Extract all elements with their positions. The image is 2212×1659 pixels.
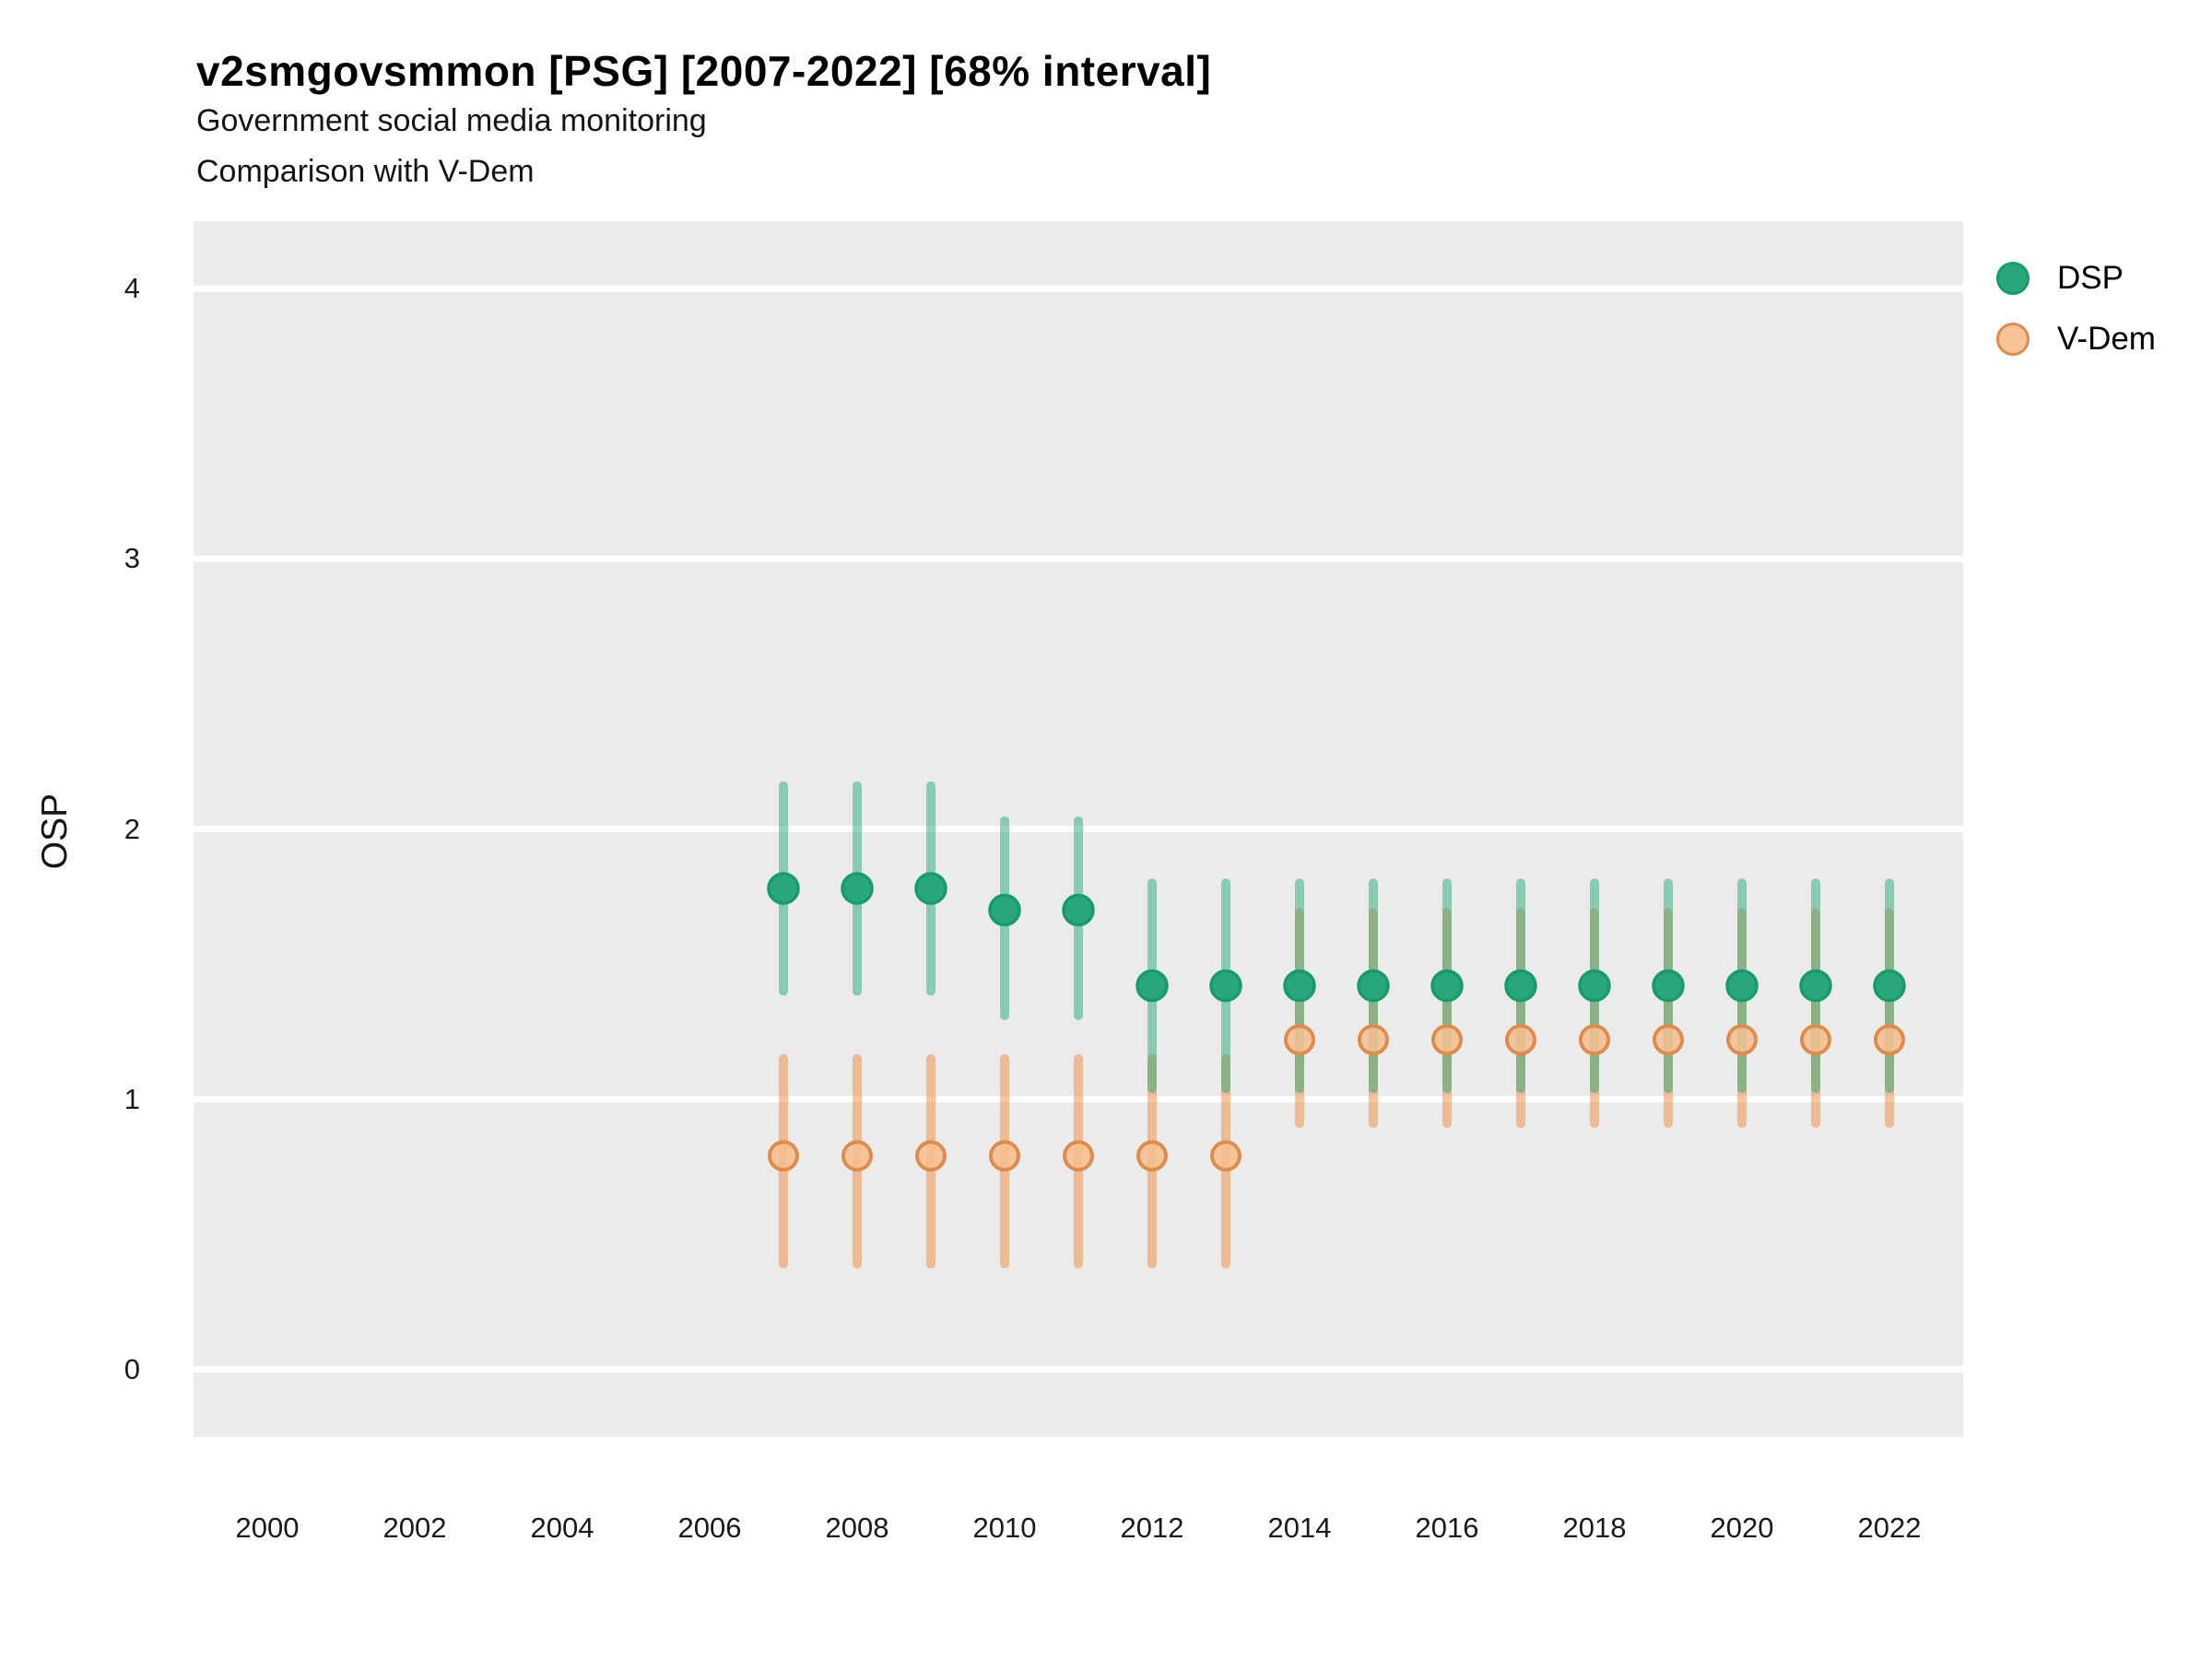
dsp-point-2020 (1725, 969, 1759, 1003)
x-tick-label-2020: 2020 (1710, 1512, 1774, 1544)
x-tick-label-2010: 2010 (972, 1512, 1037, 1544)
vdem-point-2018 (1579, 1024, 1610, 1056)
x-tick-label-2008: 2008 (825, 1512, 889, 1544)
dsp-point-2019 (1652, 969, 1685, 1003)
dsp-point-2013 (1209, 969, 1242, 1003)
x-tick-label-2016: 2016 (1415, 1512, 1479, 1544)
x-tick-label-2006: 2006 (677, 1512, 742, 1544)
legend-label-vdem: V-Dem (2057, 321, 2156, 357)
legend-marker-vdem-icon (1996, 323, 2030, 356)
vdem-point-2019 (1653, 1024, 1684, 1056)
legend-marker-dsp-icon (1996, 262, 2030, 295)
dsp-point-2015 (1357, 969, 1390, 1003)
dsp-point-2022 (1873, 969, 1906, 1003)
vdem-point-2017 (1505, 1024, 1536, 1056)
y-tick-label-3: 3 (124, 542, 140, 575)
y-tick-label-2: 2 (124, 812, 140, 845)
x-tick-label-2018: 2018 (1562, 1512, 1627, 1544)
dsp-point-2021 (1799, 969, 1832, 1003)
dsp-point-2007 (767, 872, 800, 905)
chart-subtitle-line1: Government social media monitoring (196, 103, 707, 138)
dsp-point-2011 (1062, 893, 1095, 927)
vdem-point-2012 (1136, 1140, 1168, 1172)
dsp-point-2014 (1283, 969, 1316, 1003)
chart-subtitle-line2: Comparison with V-Dem (196, 154, 535, 189)
legend-item-dsp: DSP (1996, 260, 2156, 297)
x-tick-label-2002: 2002 (382, 1512, 447, 1544)
vdem-point-2020 (1726, 1024, 1758, 1056)
vdem-point-2016 (1431, 1024, 1463, 1056)
vdem-point-2007 (768, 1140, 799, 1172)
legend-item-vdem: V-Dem (1996, 321, 2156, 358)
dsp-point-2010 (988, 893, 1021, 927)
legend-label-dsp: DSP (2057, 260, 2124, 296)
dsp-point-2008 (841, 872, 874, 905)
vdem-point-2022 (1874, 1024, 1905, 1056)
x-tick-label-2022: 2022 (1857, 1512, 1922, 1544)
dsp-point-2016 (1430, 969, 1464, 1003)
vdem-point-2011 (1063, 1140, 1094, 1172)
vdem-point-2010 (989, 1140, 1020, 1172)
x-tick-label-2000: 2000 (235, 1512, 300, 1544)
dsp-point-2012 (1135, 969, 1169, 1003)
x-tick-label-2004: 2004 (530, 1512, 594, 1544)
x-tick-label-2014: 2014 (1267, 1512, 1332, 1544)
vdem-point-2014 (1284, 1024, 1315, 1056)
dsp-point-2018 (1578, 969, 1611, 1003)
y-tick-label-4: 4 (124, 272, 140, 305)
vdem-point-2009 (915, 1140, 947, 1172)
x-tick-label-2012: 2012 (1120, 1512, 1184, 1544)
vdem-point-2015 (1358, 1024, 1389, 1056)
dsp-point-2017 (1504, 969, 1537, 1003)
dsp-point-2009 (914, 872, 947, 905)
vdem-point-2008 (841, 1140, 873, 1172)
vdem-point-2013 (1210, 1140, 1241, 1172)
y-tick-label-1: 1 (124, 1082, 140, 1115)
chart-title: v2smgovsmmon [PSG] [2007-2022] [68% inte… (196, 47, 1212, 95)
legend: DSP V-Dem (1996, 260, 2156, 358)
y-tick-label-0: 0 (124, 1352, 140, 1385)
vdem-point-2021 (1800, 1024, 1831, 1056)
